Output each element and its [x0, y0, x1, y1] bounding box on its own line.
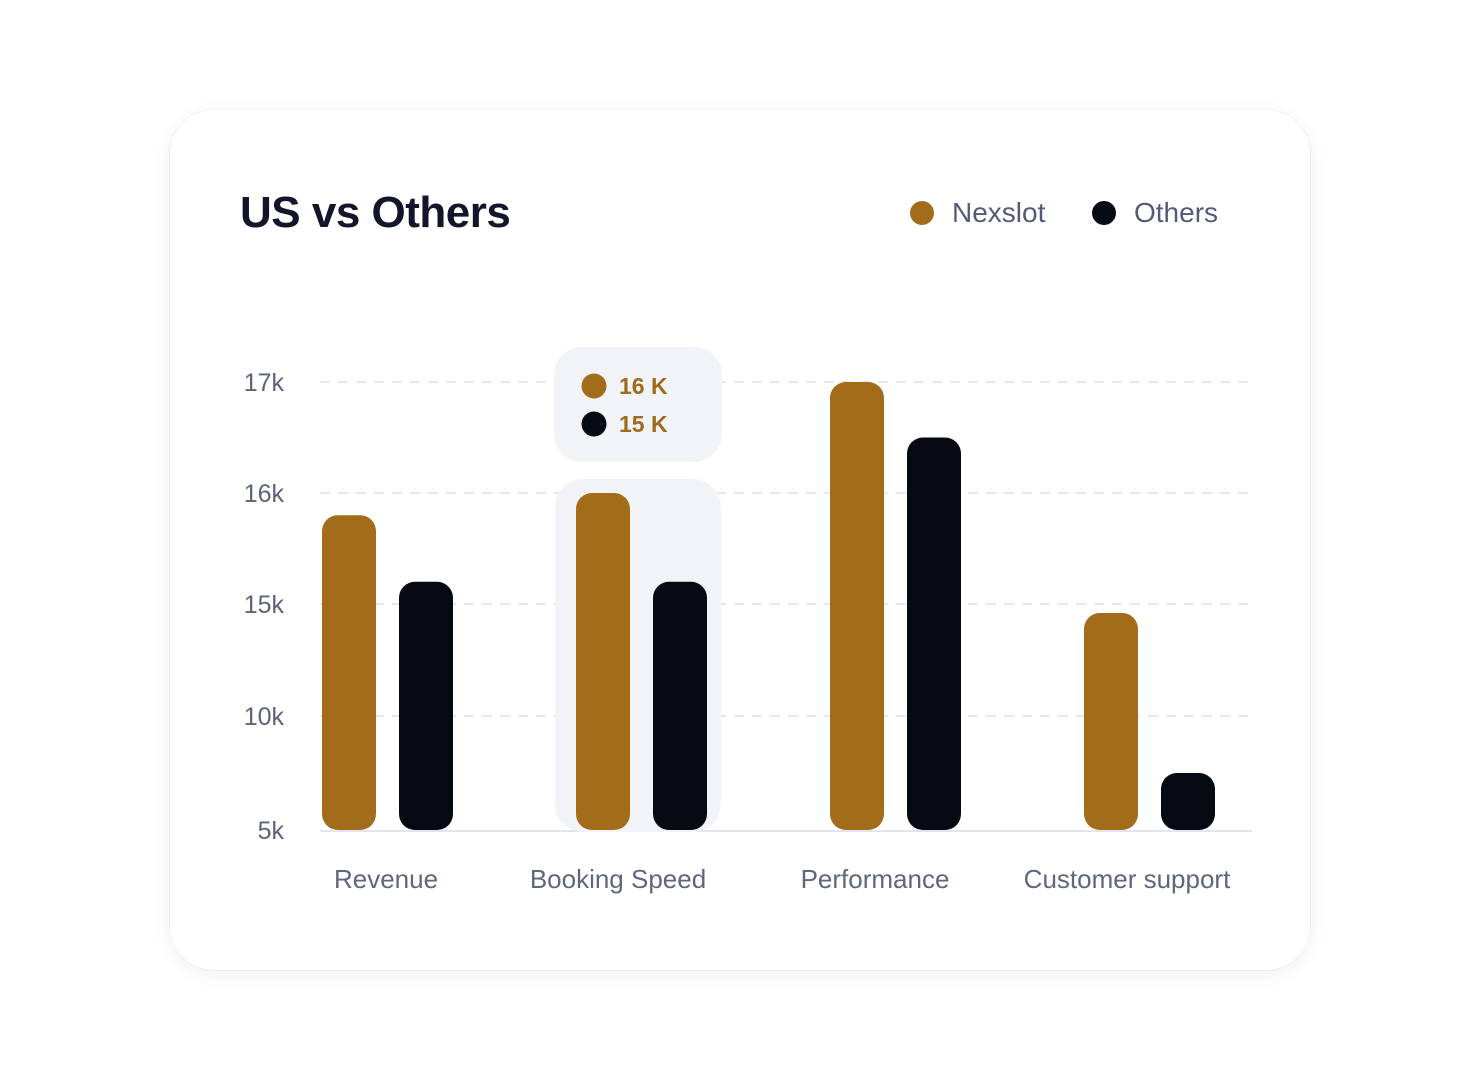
- y-tick-label: 10k: [244, 703, 285, 731]
- y-tick-label: 17k: [244, 369, 285, 397]
- x-category-label: Customer support: [1024, 864, 1231, 894]
- tooltip-value: 15 K: [619, 411, 668, 437]
- chart-title: US vs Others: [240, 188, 511, 237]
- tooltip-value: 16 K: [619, 373, 668, 399]
- y-tick-label: 15k: [244, 591, 285, 619]
- legend-others-dot-icon: [1092, 201, 1116, 225]
- bar-nexslot-customer-support[interactable]: [1084, 612, 1138, 830]
- bar-others-customer-support[interactable]: [1161, 773, 1215, 830]
- legend-nexslot-label: Nexslot: [952, 197, 1046, 228]
- bar-nexslot-booking-speed[interactable]: [576, 493, 630, 830]
- bar-nexslot-revenue[interactable]: [322, 515, 376, 830]
- legend-item-others[interactable]: Others: [1092, 196, 1218, 230]
- y-axis-ticks: 5k 10k 15k 16k 17k: [244, 369, 285, 845]
- bars: [322, 382, 1215, 830]
- tooltip: 16 K 15 K: [554, 347, 722, 462]
- x-axis-labels: Revenue Booking Speed Performance Customer …: [334, 864, 1231, 894]
- legend-others-label: Others: [1134, 197, 1219, 228]
- tooltip-dot-icon: [581, 411, 607, 437]
- y-tick-label: 16k: [244, 480, 285, 508]
- bar-others-revenue[interactable]: [399, 581, 453, 830]
- y-tick-label: 5k: [258, 817, 285, 845]
- x-category-label: Revenue: [334, 864, 438, 894]
- bar-others-performance[interactable]: [907, 437, 961, 831]
- x-category-label: Booking Speed: [530, 864, 706, 894]
- legend-item-nexslot[interactable]: Nexslot: [910, 196, 1045, 230]
- tooltip-box: [554, 347, 722, 462]
- x-category-label: Performance: [801, 864, 950, 894]
- bar-nexslot-performance[interactable]: [830, 382, 884, 830]
- legend-nexslot-dot-icon: [910, 201, 934, 225]
- tooltip-dot-icon: [581, 373, 607, 399]
- bar-others-booking-speed[interactable]: [653, 581, 707, 830]
